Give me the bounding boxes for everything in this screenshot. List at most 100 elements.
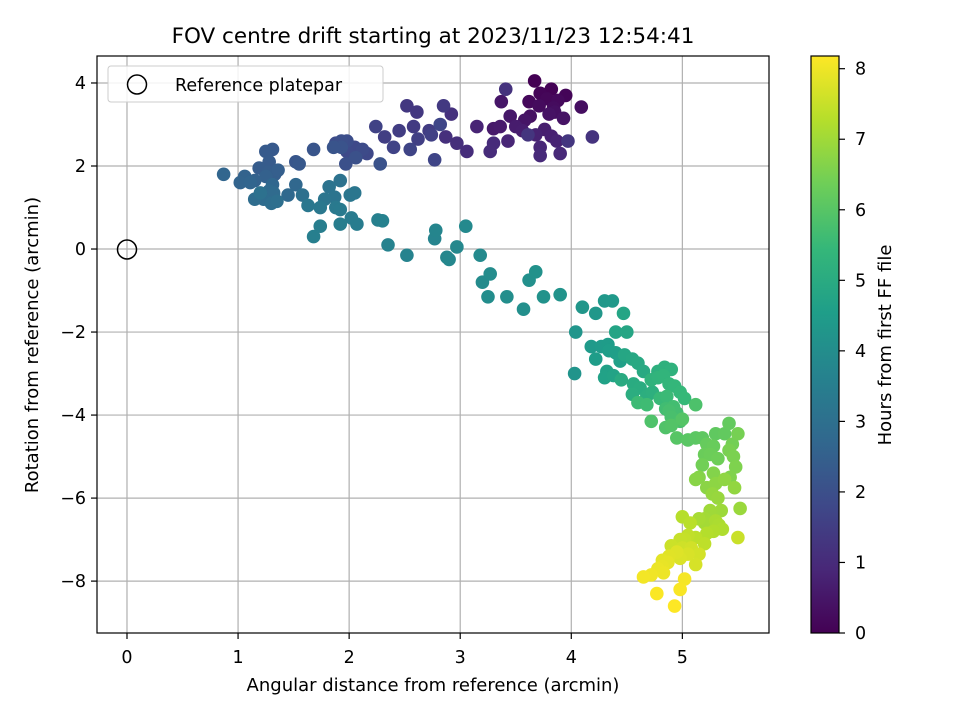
data-point	[400, 248, 414, 263]
data-point	[427, 152, 442, 167]
data-point	[450, 136, 464, 150]
data-point	[281, 188, 295, 202]
colorbar-ticks: 0 1 2 3 4 5 6 7 8	[839, 60, 866, 644]
data-point	[667, 599, 682, 613]
data-point	[450, 240, 464, 254]
colorbar-tick-label: 6	[855, 201, 866, 221]
data-point	[289, 177, 303, 192]
data-point	[458, 219, 473, 233]
data-point	[516, 302, 531, 317]
colorbar-tick-label: 8	[855, 60, 866, 80]
y-tick-label: 2	[75, 157, 86, 177]
data-point	[717, 472, 732, 487]
legend-box	[107, 65, 384, 103]
data-point	[216, 167, 231, 182]
data-point	[375, 213, 390, 228]
data-point	[483, 267, 498, 281]
data-point	[711, 491, 725, 505]
data-point	[339, 157, 353, 171]
data-point	[528, 265, 543, 279]
data-point	[262, 155, 276, 169]
data-point	[500, 289, 514, 304]
data-point	[503, 109, 517, 123]
data-point	[636, 570, 651, 584]
data-point	[386, 140, 401, 155]
data-point	[306, 229, 321, 244]
data-point	[301, 198, 315, 213]
data-point	[233, 175, 248, 190]
data-point	[436, 99, 451, 113]
reference-platepar-marker	[116, 239, 138, 260]
data-point	[270, 194, 284, 209]
data-point	[493, 119, 508, 134]
chart-title: FOV centre drift starting at 2023/11/23 …	[172, 24, 695, 49]
data-point	[424, 128, 439, 142]
data-point	[697, 536, 712, 551]
colorbar-tick-label: 5	[855, 271, 866, 291]
data-point	[306, 142, 321, 157]
x-tick-label: 4	[566, 648, 577, 668]
data-point	[253, 186, 268, 200]
data-point	[561, 134, 575, 148]
data-point	[481, 289, 495, 304]
x-axis-label: Angular distance from reference (arcmin)	[247, 675, 620, 696]
y-tick-label: −6	[60, 489, 86, 509]
data-point	[333, 217, 348, 231]
legend: Reference platepar	[107, 65, 384, 103]
data-point	[731, 426, 745, 441]
data-point	[326, 140, 341, 155]
data-point	[620, 325, 634, 339]
data-point	[377, 130, 392, 144]
data-point	[494, 94, 509, 109]
data-point	[536, 289, 551, 304]
colorbar-gradient	[810, 55, 840, 634]
data-point	[313, 219, 328, 233]
data-point	[711, 451, 725, 466]
data-point	[726, 449, 741, 464]
data-point	[688, 472, 703, 487]
data-point	[608, 325, 623, 339]
data-point	[588, 306, 603, 321]
data-point	[650, 586, 664, 601]
data-point	[733, 501, 747, 516]
data-point	[688, 557, 703, 572]
data-point	[333, 202, 348, 217]
data-point	[243, 175, 258, 190]
data-point	[614, 372, 629, 387]
data-point	[714, 503, 729, 518]
data-point	[350, 217, 364, 231]
data-point	[259, 144, 273, 159]
legend-entry: Reference platepar	[175, 76, 343, 96]
data-point	[347, 186, 362, 200]
data-point	[688, 397, 703, 412]
data-point	[313, 200, 328, 215]
data-point	[527, 74, 542, 88]
data-point	[640, 397, 654, 412]
x-tick-label: 2	[344, 648, 355, 668]
data-point	[533, 148, 547, 163]
data-point	[553, 287, 567, 302]
data-point	[616, 306, 631, 321]
plot-frame	[96, 55, 770, 634]
data-point	[438, 130, 453, 144]
data-point	[567, 366, 582, 381]
y-tick-label: 4	[75, 74, 86, 94]
data-point	[368, 119, 383, 134]
legend-marker	[126, 74, 148, 95]
data-point	[664, 418, 679, 433]
x-tick-label: 0	[121, 648, 132, 668]
data-point	[473, 248, 488, 263]
colorbar-tick-label: 7	[855, 130, 866, 150]
colorbar-tick-label: 1	[855, 553, 866, 573]
y-tick-label: −8	[60, 572, 86, 592]
data-point	[588, 352, 603, 366]
data-point	[717, 426, 732, 441]
data-point	[483, 144, 498, 159]
colorbar-label: Hours from first FF file	[875, 245, 896, 446]
data-point	[498, 82, 513, 97]
colorbar-tick-label: 2	[855, 483, 866, 503]
data-point	[322, 179, 336, 194]
colorbar-tick-label: 4	[855, 342, 866, 362]
data-point	[433, 117, 448, 132]
data-point	[406, 119, 421, 134]
